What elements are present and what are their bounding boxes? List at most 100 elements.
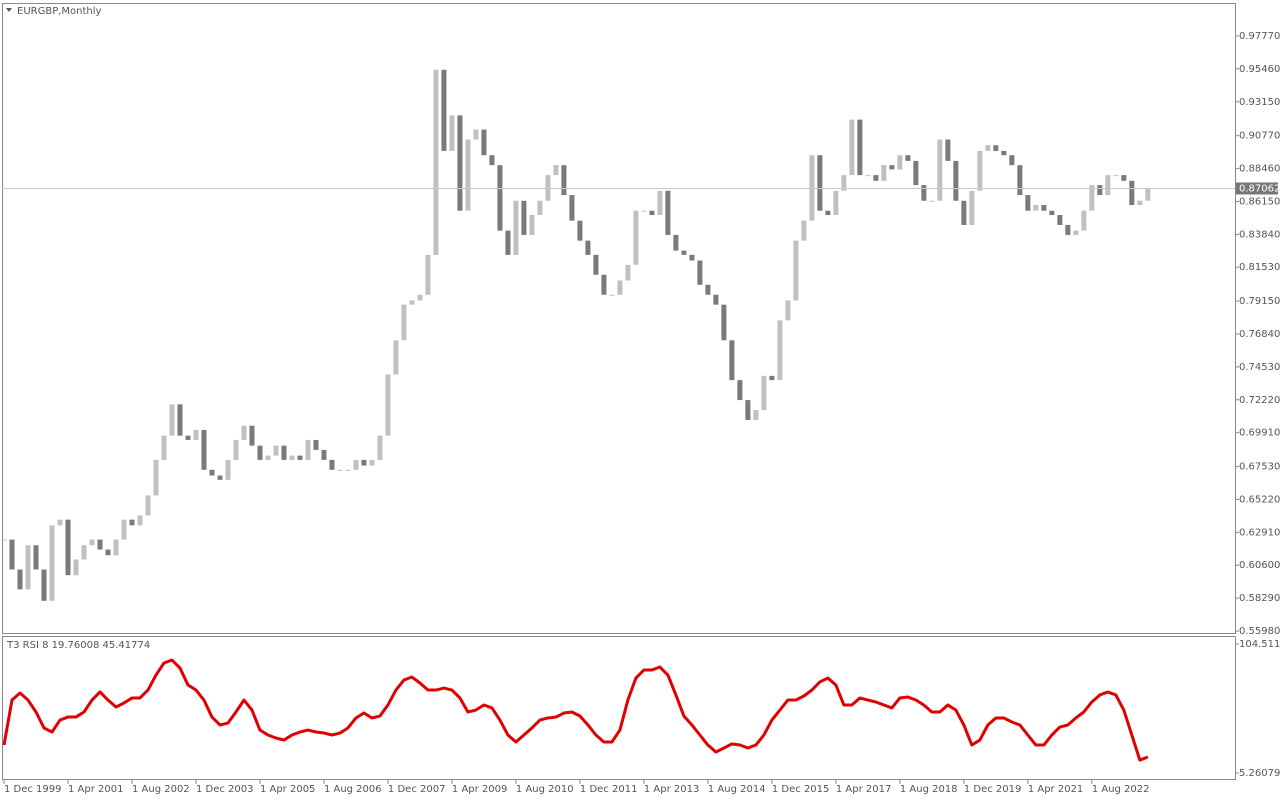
- candle-body: [265, 455, 271, 460]
- y-tick-label: 0.55980: [1239, 626, 1280, 637]
- candle-body: [1033, 205, 1039, 211]
- candle-body: [545, 175, 551, 201]
- x-tick-label: 1 Apr 2009: [452, 784, 507, 795]
- candle-body: [33, 545, 39, 570]
- candle-body: [569, 195, 575, 221]
- candle-body: [857, 119, 863, 176]
- candle-body: [1049, 210, 1055, 215]
- candle-body: [793, 240, 799, 301]
- y-tick-label: 0.79150: [1239, 296, 1280, 307]
- candle-body: [129, 519, 135, 526]
- x-tick-label: 1 Apr 2021: [1028, 784, 1083, 795]
- candle-body: [681, 250, 687, 255]
- candle-body: [1017, 165, 1023, 196]
- candle-body: [417, 294, 423, 301]
- candle-body: [753, 410, 759, 421]
- y-tick-label: 0.81530: [1239, 262, 1280, 273]
- candle-body: [905, 155, 911, 161]
- candle-body: [217, 475, 223, 480]
- x-tick-label: 1 Dec 2003: [196, 784, 254, 795]
- candle-body: [305, 439, 311, 460]
- candle-body: [1097, 185, 1103, 196]
- candle-body: [489, 155, 495, 166]
- candle-body: [1041, 205, 1047, 211]
- candle-body: [481, 129, 487, 156]
- candle-body: [897, 155, 903, 170]
- x-tick-label: 1 Aug 2022: [1092, 784, 1150, 795]
- y-tick-label: 0.90770: [1239, 131, 1280, 142]
- chart-title: EURGBP,Monthly: [17, 6, 102, 17]
- candle-body: [665, 190, 671, 235]
- candle-body: [425, 254, 431, 295]
- candle-body: [289, 455, 295, 460]
- candle-body: [601, 274, 607, 295]
- candle-body: [673, 234, 679, 251]
- candle-body: [337, 469, 343, 471]
- candle-body: [961, 200, 967, 225]
- candle-body: [297, 455, 303, 460]
- candle-body: [1009, 155, 1015, 166]
- x-tick-label: 1 Aug 2010: [516, 784, 574, 795]
- candle-body: [849, 119, 855, 176]
- candle-body: [1113, 175, 1119, 177]
- candle-body: [1057, 214, 1063, 225]
- candle-body: [457, 115, 463, 211]
- x-tick-label: 1 Apr 2013: [644, 784, 699, 795]
- candle-body: [809, 155, 815, 221]
- candle-body: [521, 200, 527, 235]
- candle-body: [577, 220, 583, 241]
- rsi-line: [2, 658, 1149, 762]
- y-tick-label: 0.76840: [1239, 329, 1280, 340]
- y-tick-label: 0.86150: [1239, 196, 1280, 207]
- candle-body: [9, 539, 15, 570]
- current-price-tag: [1236, 182, 1278, 195]
- candle-body: [81, 545, 87, 560]
- candle-body: [1145, 187, 1151, 201]
- candle-body: [929, 200, 935, 202]
- candle-body: [705, 284, 711, 295]
- candle-body: [1065, 224, 1071, 235]
- candle-body: [137, 515, 143, 526]
- main-panel: [2, 3, 1236, 634]
- candle-body: [761, 375, 767, 411]
- candle-body: [561, 165, 567, 196]
- candle-body: [465, 139, 471, 211]
- candle-body: [393, 340, 399, 375]
- y-tick-label: 5.26079: [1239, 768, 1280, 779]
- candle-body: [505, 230, 511, 255]
- candle-body: [1081, 210, 1087, 231]
- dropdown-icon[interactable]: [6, 8, 12, 12]
- candle-body: [953, 160, 959, 201]
- x-tick-label: 1 Dec 2019: [964, 784, 1022, 795]
- candle-body: [89, 539, 95, 546]
- candle-body: [241, 425, 247, 440]
- candle-body: [49, 525, 55, 601]
- candle-body: [513, 200, 519, 255]
- candle-body: [593, 254, 599, 275]
- candle-body: [169, 404, 175, 436]
- candle-body: [433, 69, 439, 255]
- candle-body: [777, 320, 783, 381]
- current-price-label: 0.87062: [1239, 183, 1280, 194]
- candle-body: [729, 340, 735, 381]
- x-tick-label: 1 Aug 2018: [900, 784, 958, 795]
- candle-body: [889, 165, 895, 170]
- y-tick-label: 0.60600: [1239, 560, 1280, 571]
- candle-body: [969, 190, 975, 225]
- candle-body: [617, 280, 623, 295]
- y-tick-label: 0.93150: [1239, 97, 1280, 108]
- candle-body: [361, 459, 367, 466]
- candle-body: [41, 569, 47, 601]
- candle-body: [73, 559, 79, 576]
- y-tick-label: 0.62910: [1239, 527, 1280, 538]
- candle-body: [1105, 175, 1111, 196]
- y-tick-label: 0.72220: [1239, 395, 1280, 406]
- candle-body: [945, 139, 951, 161]
- candle-body: [113, 539, 119, 556]
- candle-body: [609, 294, 615, 296]
- candle-body: [321, 449, 327, 460]
- y-tick-label: 0.58290: [1239, 593, 1280, 604]
- candle-body: [745, 400, 751, 421]
